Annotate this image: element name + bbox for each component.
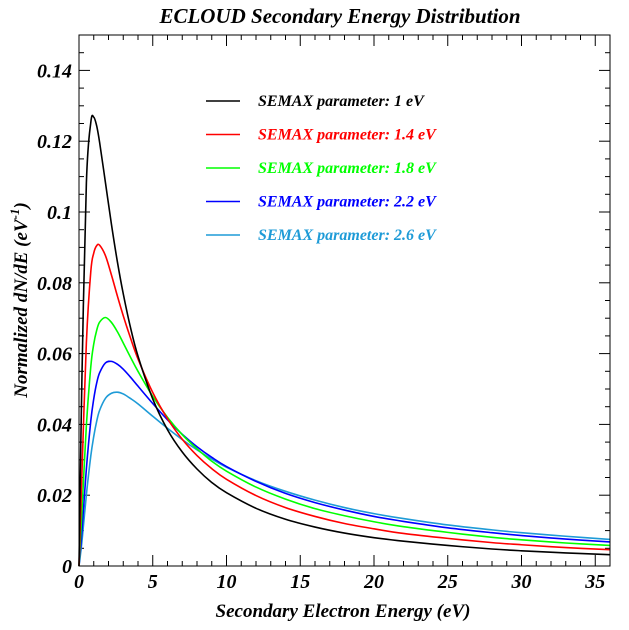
y-tick-label: 0.12	[37, 131, 72, 153]
x-tick-label: 10	[217, 571, 237, 593]
series-line	[78, 391, 611, 567]
plot-frame	[78, 34, 611, 567]
y-axis-label-suffix: )	[11, 202, 32, 210]
plot-lines	[78, 114, 611, 567]
series-line	[78, 316, 611, 567]
x-tick-label: 35	[584, 571, 605, 593]
y-axis-label-main: Normalized dN/dE (eV	[11, 218, 32, 399]
y-tick-label: 0	[62, 556, 72, 578]
x-tick-label: 0	[74, 571, 84, 593]
legend-label: SEMAX parameter: 2.6 eV	[258, 227, 437, 244]
x-tick-label: 20	[363, 571, 384, 593]
y-tick-label: 0.1	[47, 202, 72, 224]
series-line	[78, 114, 611, 567]
legend-label: SEMAX parameter: 1.4 eV	[258, 127, 437, 144]
y-axis-label-superscript: -1	[7, 209, 22, 220]
y-tick-label: 0.06	[37, 344, 72, 366]
y-tick-label: 0.04	[37, 414, 72, 436]
legend-label: SEMAX parameter: 1.8 eV	[258, 160, 437, 177]
y-tick-label: 0.02	[37, 485, 72, 507]
y-tick-label: 0.14	[37, 60, 72, 82]
y-tick-label: 0.08	[37, 273, 72, 295]
x-axis-label: Secondary Electron Energy (eV)	[216, 601, 471, 622]
series-line	[78, 243, 611, 567]
x-tick-label: 5	[148, 571, 158, 593]
x-tick-label: 25	[437, 571, 458, 593]
x-tick-label: 30	[511, 571, 532, 593]
x-tick-label: 15	[290, 571, 310, 593]
y-axis-label: Normalized dN/dE (eV-1)	[7, 202, 32, 399]
legend-label: SEMAX parameter: 2.2 eV	[258, 194, 437, 211]
legend: SEMAX parameter: 1 eV SEMAX parameter: 1.…	[206, 93, 437, 244]
tick-labels: 0 5 10 15 20 25 30 35 0 0.02 0.04 0.06 0.08 0.1 0.12 0.…	[37, 60, 605, 593]
chart-title: ECLOUD Secondary Energy Distribution	[158, 4, 520, 28]
legend-label: SEMAX parameter: 1 eV	[258, 93, 425, 110]
